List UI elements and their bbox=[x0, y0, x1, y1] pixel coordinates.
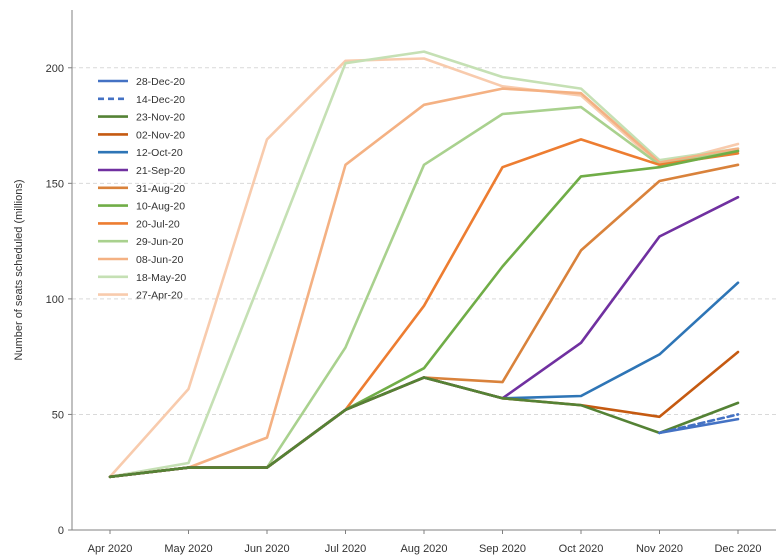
legend-label: 08-Jun-20 bbox=[136, 254, 183, 266]
x-tick-label: Jun 2020 bbox=[244, 543, 289, 555]
x-tick-labels: Apr 2020 May 2020 Jun 2020 Jul 2020 Aug 2020… bbox=[88, 530, 762, 555]
legend-label: 31-Aug-20 bbox=[136, 183, 185, 195]
x-tick-label: Oct 2020 bbox=[559, 543, 604, 555]
legend-label: 20-Jul-20 bbox=[136, 218, 180, 230]
y-tick-label: 200 bbox=[46, 63, 64, 75]
x-tick-label: May 2020 bbox=[164, 543, 212, 555]
legend-label: 18-May-20 bbox=[136, 272, 186, 284]
x-tick-label: Dec 2020 bbox=[714, 543, 761, 555]
y-tick-label: 0 bbox=[58, 525, 64, 537]
y-tick-label: 50 bbox=[52, 409, 64, 421]
legend-label: 29-Jun-20 bbox=[136, 236, 183, 248]
x-tick-label: Jul 2020 bbox=[325, 543, 367, 555]
legend-label: 12-Oct-20 bbox=[136, 147, 183, 159]
series-line bbox=[108, 87, 740, 479]
legend-label: 10-Aug-20 bbox=[136, 201, 185, 213]
legend-label: 28-Dec-20 bbox=[136, 76, 185, 88]
y-tick-labels: 0 50 100 150 200 bbox=[46, 63, 72, 537]
series-line bbox=[108, 57, 740, 479]
axes bbox=[71, 10, 776, 531]
x-tick-label: Apr 2020 bbox=[88, 543, 133, 555]
legend-label: 23-Nov-20 bbox=[136, 112, 185, 124]
y-tick-label: 100 bbox=[46, 294, 64, 306]
x-tick-label: Sep 2020 bbox=[479, 543, 526, 555]
legend-label: 21-Sep-20 bbox=[136, 165, 185, 177]
series-line bbox=[108, 50, 740, 479]
x-tick-label: Aug 2020 bbox=[400, 543, 447, 555]
series-line bbox=[108, 281, 740, 479]
gridlines bbox=[72, 67, 776, 415]
legend-label: 02-Nov-20 bbox=[136, 129, 185, 141]
y-axis-title: Number of seats scheduled (millions) bbox=[13, 180, 25, 361]
series-line bbox=[108, 163, 740, 479]
x-tick-label: Nov 2020 bbox=[636, 543, 683, 555]
series-line bbox=[108, 376, 740, 479]
legend-label: 27-Apr-20 bbox=[136, 290, 183, 302]
series-line bbox=[658, 417, 740, 435]
y-tick-label: 150 bbox=[46, 178, 64, 190]
series-lines bbox=[108, 50, 740, 479]
legend: 28-Dec-20 14-Dec-20 23-Nov-20 02-Nov-20 12-O… bbox=[98, 76, 186, 302]
legend-label: 14-Dec-20 bbox=[136, 94, 185, 106]
